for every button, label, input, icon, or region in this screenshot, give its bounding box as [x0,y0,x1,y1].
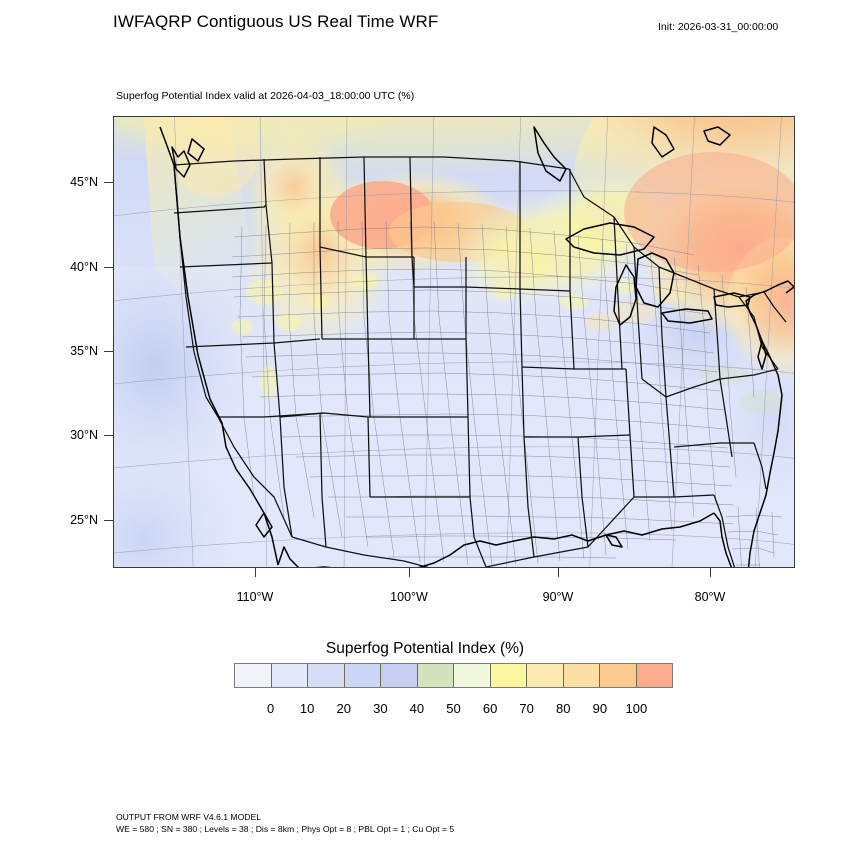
colorbar-cell-2 [308,664,345,687]
lat-tick-mark [104,267,113,268]
lon-tick-mark [710,568,711,577]
colorbar-cell-10 [600,664,637,687]
lon-tick-mark [558,568,559,577]
colorbar-tick-50: 50 [446,701,461,716]
colorbar-cell-4 [381,664,418,687]
lon-tick-label-90w: 90°W [542,590,574,604]
colorbar-tick-30: 30 [373,701,388,716]
colorbar-tick-0: 0 [266,701,275,716]
colorbar-cell-11 [636,664,672,687]
lon-tick-label-80w: 80°W [694,590,726,604]
model-output-footer: OUTPUT FROM WRF V4.6.1 MODEL WE = 580 ; … [116,812,454,835]
lat-tick-label-30n: 30°N [70,428,98,442]
map-plot-area [113,116,795,568]
colorbar-tick-60: 60 [482,701,498,716]
county-boundaries [231,220,783,567]
graticule-lines [114,117,794,567]
lat-tick-mark [104,520,113,521]
lat-tick-label-45n: 45°N [70,175,98,189]
lat-tick-mark [104,351,113,352]
colorbar-cell-1 [271,664,308,687]
footer-line-config: WE = 580 ; SN = 380 ; Levels = 38 ; Dis … [116,823,455,834]
colorbar-tick-90: 90 [592,701,608,716]
colorbar-tick-40: 40 [409,701,425,716]
lat-tick-label-40n: 40°N [70,260,98,274]
footer-line-model: OUTPUT FROM WRF V4.6.1 MODEL [116,812,261,822]
state-boundaries [173,156,787,567]
colorbar-tick-10: 10 [299,701,315,716]
lon-tick-label-100w: 100°W [390,590,428,604]
colorbar-tick-70: 70 [519,701,534,716]
colorbar-tick-20: 20 [336,701,351,716]
colorbar-cell-3 [344,664,381,687]
colorbar-title: Superfog Potential Index (%) [325,640,525,657]
page-title: IWFAQRP Contiguous US Real Time WRF [113,12,439,31]
colorbar-cell-9 [563,664,600,687]
colorbar-strip [234,663,673,688]
lon-tick-mark [409,568,410,577]
lat-tick-label-25n: 25°N [70,513,98,527]
lat-tick-mark [104,182,113,183]
colorbar-cell-8 [527,664,564,687]
init-timestamp: Init: 2026-03-31_00:00:00 [658,21,779,33]
coastline [159,126,794,567]
map-canvas [114,117,794,567]
colorbar-cell-7 [490,664,527,687]
colorbar-cell-5 [417,664,454,687]
lon-tick-label-110w: 110°W [236,590,274,604]
lat-tick-label-35n: 35°N [70,344,98,358]
lat-tick-mark [104,435,113,436]
panel-subtitle: Superfog Potential Index valid at 2026-0… [116,90,415,102]
colorbar-tick-labels: 0 10 20 30 40 50 60 70 80 90 100 [234,701,673,719]
colorbar-tick-80: 80 [556,701,571,716]
colorbar-cell-0 [235,664,272,687]
lon-tick-mark [255,568,256,577]
colorbar-cell-6 [454,664,491,687]
colorbar-tick-100: 100 [625,701,648,716]
